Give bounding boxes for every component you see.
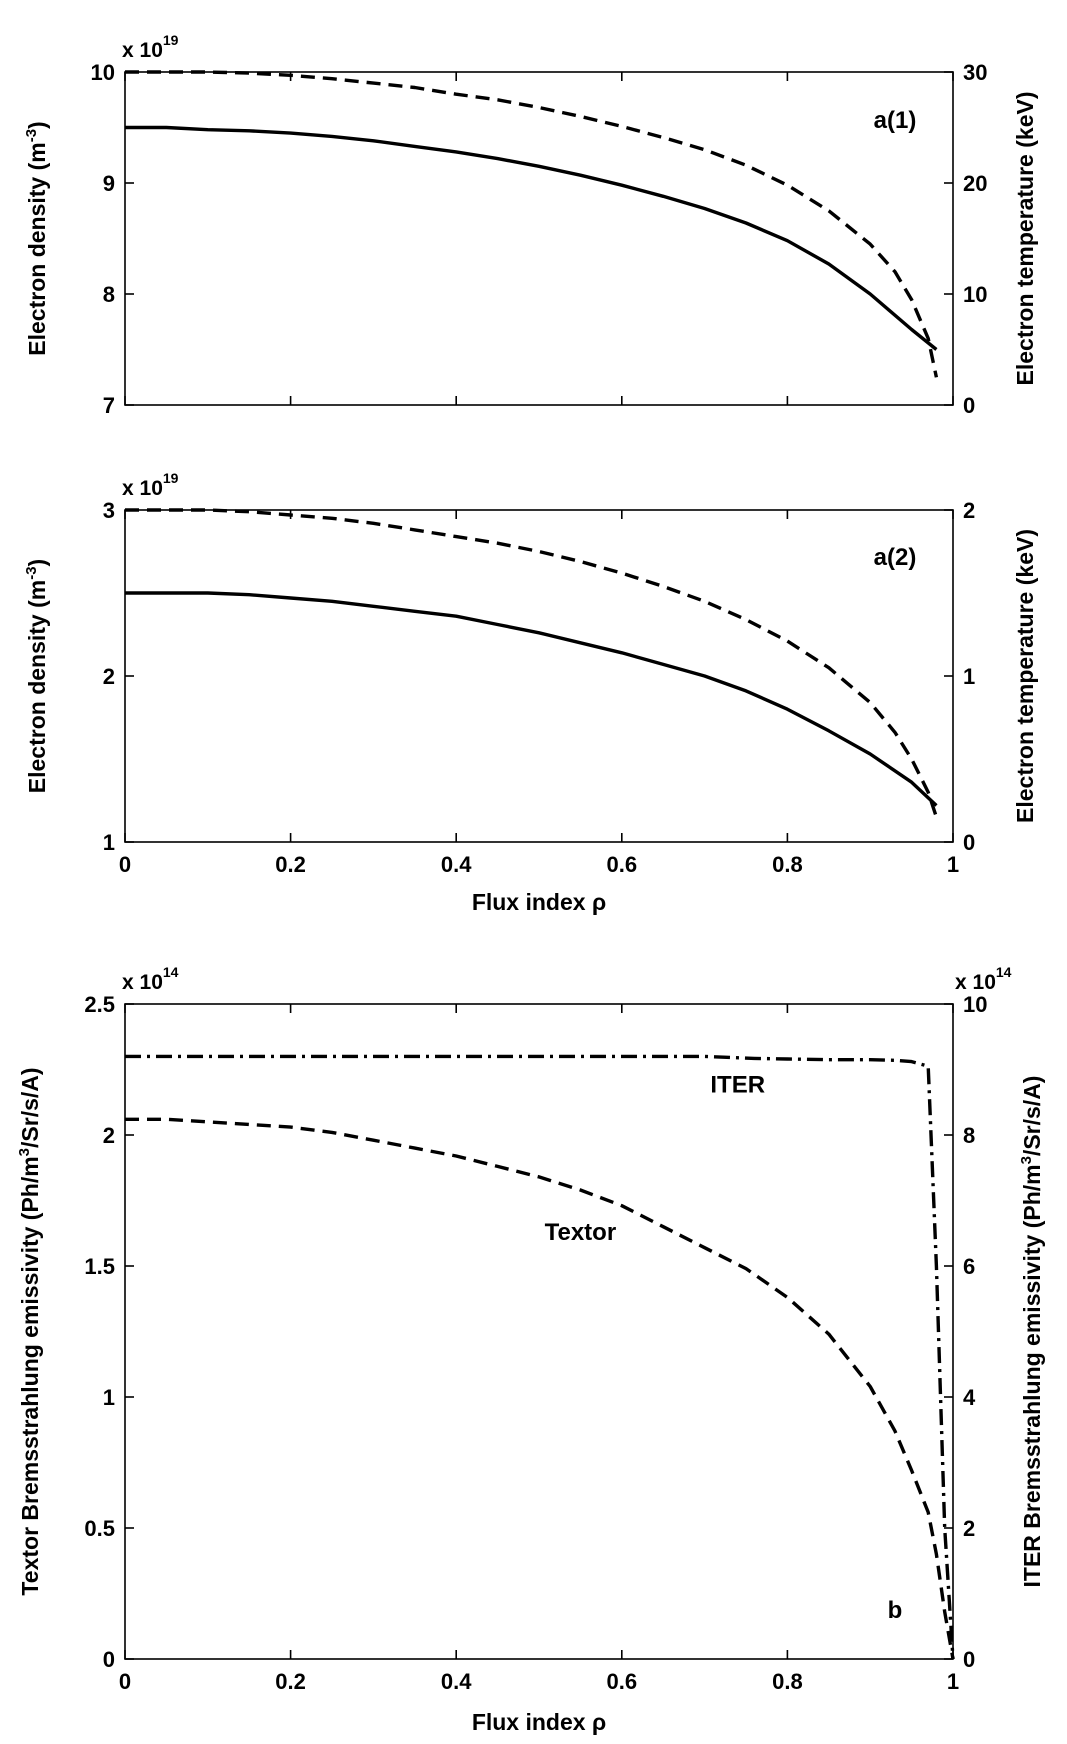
y-left-tick-label: 10 — [91, 60, 115, 85]
y-right-tick-label: 10 — [963, 992, 987, 1017]
series-line-temperature — [125, 70, 939, 378]
y-right-tick-label: 2 — [963, 1516, 975, 1541]
y-right-tick-label: 1 — [963, 664, 975, 689]
x-tick-label: 0.4 — [441, 1669, 472, 1694]
x-axis-label: Flux index ρ — [472, 1709, 606, 1735]
y-right-tick-label: 0 — [963, 1647, 975, 1672]
y-left-multiplier: x 1019 — [122, 470, 179, 500]
x-axis-label: Flux index ρ — [472, 889, 606, 915]
x-tick-label: 0.8 — [772, 852, 803, 877]
y-right-tick-label: 2 — [963, 498, 975, 523]
y-left-tick-label: 2.5 — [84, 992, 115, 1017]
x-tick-label: 0.8 — [772, 1669, 803, 1694]
panel-label: a(1) — [874, 107, 917, 134]
y-right-tick-label: 6 — [963, 1254, 975, 1279]
x-tick-label: 0 — [119, 1669, 131, 1694]
y-left-axis-label: Electron density (m-3) — [23, 121, 50, 355]
y-right-tick-label: 10 — [963, 282, 987, 307]
plot-frame — [124, 1003, 954, 1660]
y-left-tick-label: 1.5 — [84, 1254, 115, 1279]
y-left-tick-label: 2 — [103, 664, 115, 689]
panel-label: a(2) — [874, 544, 917, 571]
series-line-density — [125, 125, 938, 351]
panel-label: b — [888, 1597, 903, 1624]
x-tick-label: 0.6 — [607, 852, 638, 877]
y-right-tick-label: 0 — [963, 393, 975, 418]
y-right-tick-label: 4 — [963, 1385, 976, 1410]
y-right-tick-label: 20 — [963, 171, 987, 196]
x-tick-label: 0 — [119, 852, 131, 877]
series-annotation: Textor — [545, 1219, 617, 1246]
y-left-axis-label: Electron density (m-3) — [23, 559, 50, 793]
series-line-iter — [125, 1054, 955, 1660]
y-right-tick-label: 0 — [963, 830, 975, 855]
y-right-axis-label: Electron temperature (keV) — [1012, 529, 1038, 823]
y-left-axis-label: Textor Bremsstrahlung emissivity (Ph/m3/… — [16, 1067, 43, 1595]
series-line-density — [125, 591, 938, 807]
x-tick-label: 0.4 — [441, 852, 472, 877]
y-right-tick-label: 30 — [963, 60, 987, 85]
y-right-multiplier: x 1014 — [955, 964, 1012, 994]
y-left-tick-label: 1 — [103, 830, 115, 855]
y-right-axis-label: Electron temperature (keV) — [1012, 92, 1038, 386]
y-left-tick-label: 1 — [103, 1385, 115, 1410]
x-tick-label: 1 — [947, 852, 959, 877]
series-line-textor — [125, 1117, 955, 1660]
x-tick-label: 0.2 — [275, 852, 306, 877]
series-annotation: ITER — [710, 1071, 765, 1098]
y-left-tick-label: 7 — [103, 393, 115, 418]
series-line-temperature — [125, 508, 939, 818]
x-tick-label: 1 — [947, 1669, 959, 1694]
y-left-multiplier: x 1019 — [122, 32, 179, 62]
y-left-tick-label: 0.5 — [84, 1516, 115, 1541]
y-left-multiplier: x 1014 — [122, 964, 179, 994]
y-left-tick-label: 9 — [103, 171, 115, 196]
x-tick-label: 0.2 — [275, 1669, 306, 1694]
plot-frame — [124, 509, 954, 843]
y-right-tick-label: 8 — [963, 1123, 975, 1148]
y-left-tick-label: 0 — [103, 1647, 115, 1672]
chart-panel-1: 7 8 9 10 0 10 20 30 x 1019 Electron density (m-3)… — [23, 32, 1038, 418]
plot-frame — [124, 71, 954, 406]
x-tick-label: 0.6 — [607, 1669, 638, 1694]
y-left-tick-label: 8 — [103, 282, 115, 307]
y-left-tick-label: 3 — [103, 498, 115, 523]
y-left-tick-label: 2 — [103, 1123, 115, 1148]
y-right-axis-label: ITER Bremsstrahlung emissivity (Ph/m3/Sr… — [1018, 1076, 1045, 1588]
